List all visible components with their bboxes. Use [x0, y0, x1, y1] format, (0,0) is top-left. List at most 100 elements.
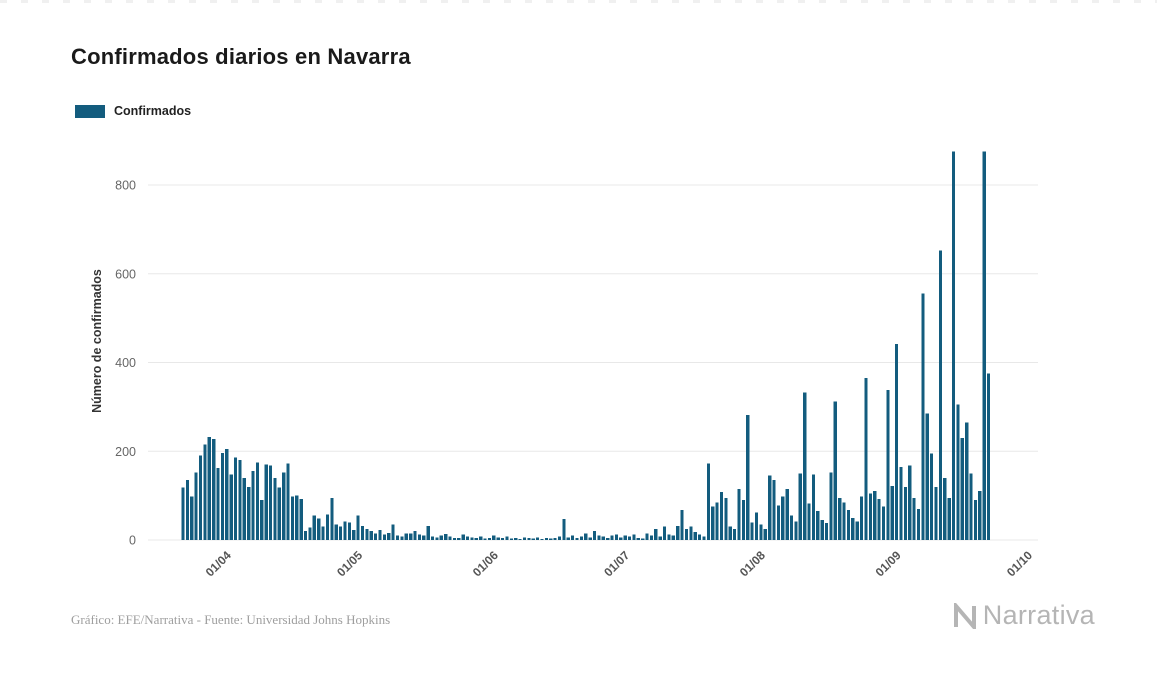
bar: [768, 475, 772, 540]
bar: [934, 486, 938, 540]
bar: [233, 457, 238, 540]
bar: [483, 538, 487, 540]
bar: [667, 534, 671, 540]
bar: [592, 531, 597, 541]
bar: [803, 392, 807, 540]
bar: [978, 491, 982, 540]
legend-swatch: [75, 104, 105, 118]
bar: [680, 509, 684, 540]
bar: [417, 534, 422, 540]
bar: [522, 537, 527, 540]
bar: [461, 534, 465, 540]
bar: [654, 528, 658, 540]
bar: [649, 535, 654, 540]
bar: [614, 534, 619, 540]
legend: Confirmados: [75, 104, 191, 118]
source-credit: Gráfico: EFE/Narrativa - Fuente: Univers…: [71, 612, 391, 627]
bar: [873, 491, 877, 540]
x-tick-label: 01/09: [873, 548, 904, 579]
bar: [369, 531, 373, 541]
bar: [881, 506, 886, 540]
bar: [571, 535, 575, 540]
bar: [540, 539, 544, 540]
bar: [378, 530, 382, 540]
bar: [632, 534, 636, 540]
bar: [965, 422, 969, 540]
bar: [798, 473, 802, 540]
bar: [956, 404, 960, 540]
bar: [908, 465, 912, 540]
bar: [198, 455, 203, 540]
bar: [890, 485, 894, 540]
bar: [492, 535, 496, 540]
bar: [422, 535, 426, 540]
bar: [868, 493, 872, 540]
x-tick-label: 01/08: [737, 548, 768, 579]
x-tick-label: 01/05: [334, 548, 365, 579]
bar: [321, 526, 325, 540]
bar: [470, 537, 474, 540]
bar: [299, 499, 303, 540]
bar: [772, 480, 776, 540]
bar: [816, 511, 820, 540]
bar: [982, 151, 986, 540]
y-tick-label: 600: [115, 267, 136, 281]
bar: [452, 537, 457, 540]
bar: [759, 524, 763, 540]
bar: [943, 477, 947, 541]
y-tick-label: 200: [115, 445, 136, 459]
bar: [247, 486, 251, 540]
bar: [203, 444, 207, 540]
bar: [308, 527, 312, 540]
bar: [562, 519, 566, 540]
bar: [325, 514, 330, 540]
bar: [509, 538, 513, 540]
bar: [527, 538, 531, 540]
bar: [689, 526, 693, 540]
bar: [365, 528, 369, 540]
bar: [973, 500, 978, 540]
bar: [903, 486, 907, 540]
bar: [268, 465, 273, 540]
bar: [702, 536, 706, 540]
bar: [435, 537, 439, 540]
bar: [479, 536, 483, 540]
bar: [382, 534, 386, 540]
bar: [662, 526, 667, 540]
bar: [737, 488, 741, 540]
bar: [505, 536, 509, 540]
bar: [255, 462, 260, 540]
bar: [820, 520, 824, 540]
bar: [339, 526, 343, 540]
bar: [711, 506, 715, 540]
bar: [698, 534, 702, 540]
y-tick-label: 0: [129, 534, 136, 548]
bar: [181, 487, 185, 540]
bar: [360, 525, 365, 540]
bar: [242, 477, 246, 541]
bar: [684, 528, 689, 540]
bar: [930, 453, 934, 540]
bar: [947, 497, 951, 540]
bar: [676, 525, 680, 540]
bar: [430, 536, 435, 540]
bar: [194, 472, 198, 540]
x-tick-label: 01/07: [601, 548, 632, 579]
y-tick-label: 400: [115, 356, 136, 370]
bar: [347, 522, 351, 540]
bar: [518, 539, 522, 540]
bar: [645, 533, 649, 540]
bar: [303, 531, 308, 541]
bar: [295, 495, 299, 541]
bar: [728, 526, 732, 540]
bar: [273, 477, 277, 541]
bar: [439, 535, 443, 540]
bar: [343, 521, 347, 540]
bar: [544, 538, 548, 540]
bar: [763, 528, 767, 540]
bar: [282, 472, 286, 540]
bar: [387, 532, 391, 540]
bar: [413, 531, 417, 541]
bar: [557, 536, 562, 540]
